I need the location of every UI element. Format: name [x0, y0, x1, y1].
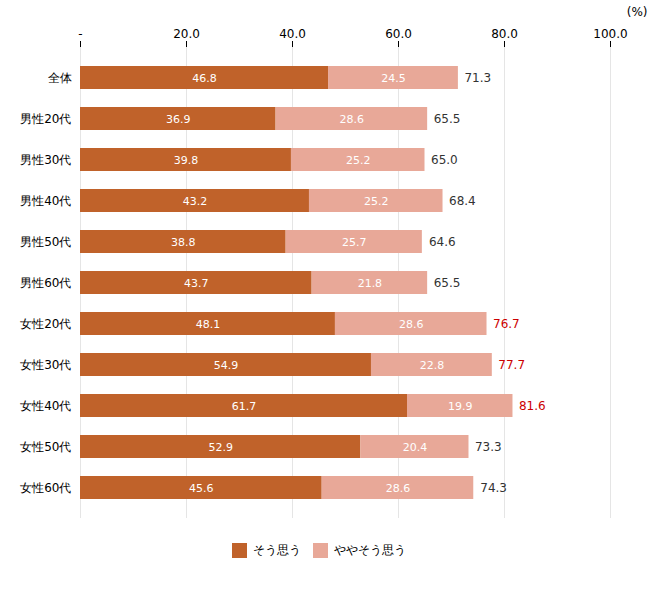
svg-text:21.8: 21.8 [358, 277, 383, 290]
svg-text:68.4: 68.4 [449, 194, 476, 208]
svg-text:54.9: 54.9 [214, 359, 239, 372]
svg-text:男性60代: 男性60代 [20, 276, 71, 290]
svg-text:-: - [78, 27, 82, 41]
svg-text:81.6: 81.6 [519, 399, 546, 413]
svg-text:40.0: 40.0 [279, 27, 306, 41]
svg-text:48.1: 48.1 [196, 318, 221, 331]
svg-text:60.0: 60.0 [385, 27, 412, 41]
svg-text:100.0: 100.0 [593, 27, 627, 41]
svg-text:20.0: 20.0 [173, 27, 200, 41]
svg-text:25.2: 25.2 [346, 154, 371, 167]
svg-text:28.6: 28.6 [340, 113, 365, 126]
svg-text:28.6: 28.6 [386, 482, 411, 495]
svg-text:64.6: 64.6 [429, 235, 456, 249]
svg-text:25.2: 25.2 [364, 195, 389, 208]
svg-text:45.6: 45.6 [189, 482, 214, 495]
svg-text:80.0: 80.0 [491, 27, 518, 41]
svg-text:46.8: 46.8 [192, 72, 217, 85]
svg-text:男性40代: 男性40代 [20, 194, 71, 208]
html-text:ややそう思う: ややそう思う [334, 543, 406, 557]
svg-text:73.3: 73.3 [475, 440, 502, 454]
svg-text:36.9: 36.9 [166, 113, 191, 126]
svg-text:65.5: 65.5 [434, 276, 461, 290]
svg-text:43.7: 43.7 [184, 277, 209, 290]
svg-text:19.9: 19.9 [448, 400, 473, 413]
svg-text:女性20代: 女性20代 [20, 317, 71, 331]
svg-text:52.9: 52.9 [208, 441, 233, 454]
svg-text:38.8: 38.8 [171, 236, 196, 249]
svg-text:男性20代: 男性20代 [20, 112, 71, 126]
svg-text:25.7: 25.7 [342, 236, 367, 249]
svg-text:男性30代: 男性30代 [20, 153, 71, 167]
svg-text:女性40代: 女性40代 [20, 399, 71, 413]
svg-text:22.8: 22.8 [420, 359, 445, 372]
svg-text:74.3: 74.3 [480, 481, 507, 495]
svg-text:全体: 全体 [48, 71, 72, 85]
svg-text:71.3: 71.3 [464, 71, 491, 85]
svg-text:76.7: 76.7 [493, 317, 520, 331]
svg-text:24.5: 24.5 [381, 72, 406, 85]
svg-text:39.8: 39.8 [174, 154, 199, 167]
svg-text:20.4: 20.4 [403, 441, 428, 454]
svg-text:43.2: 43.2 [183, 195, 208, 208]
svg-text:61.7: 61.7 [232, 400, 257, 413]
svg-text:男性50代: 男性50代 [20, 235, 71, 249]
svg-text:女性30代: 女性30代 [20, 358, 71, 372]
svg-text:女性60代: 女性60代 [20, 481, 71, 495]
svg-text:(%): (%) [627, 5, 648, 19]
svg-text:28.6: 28.6 [399, 318, 424, 331]
svg-text:65.0: 65.0 [431, 153, 458, 167]
svg-text:女性50代: 女性50代 [20, 440, 71, 454]
svg-text:77.7: 77.7 [498, 358, 525, 372]
html-text:そう思う: そう思う [253, 543, 301, 557]
svg-text:65.5: 65.5 [434, 112, 461, 126]
